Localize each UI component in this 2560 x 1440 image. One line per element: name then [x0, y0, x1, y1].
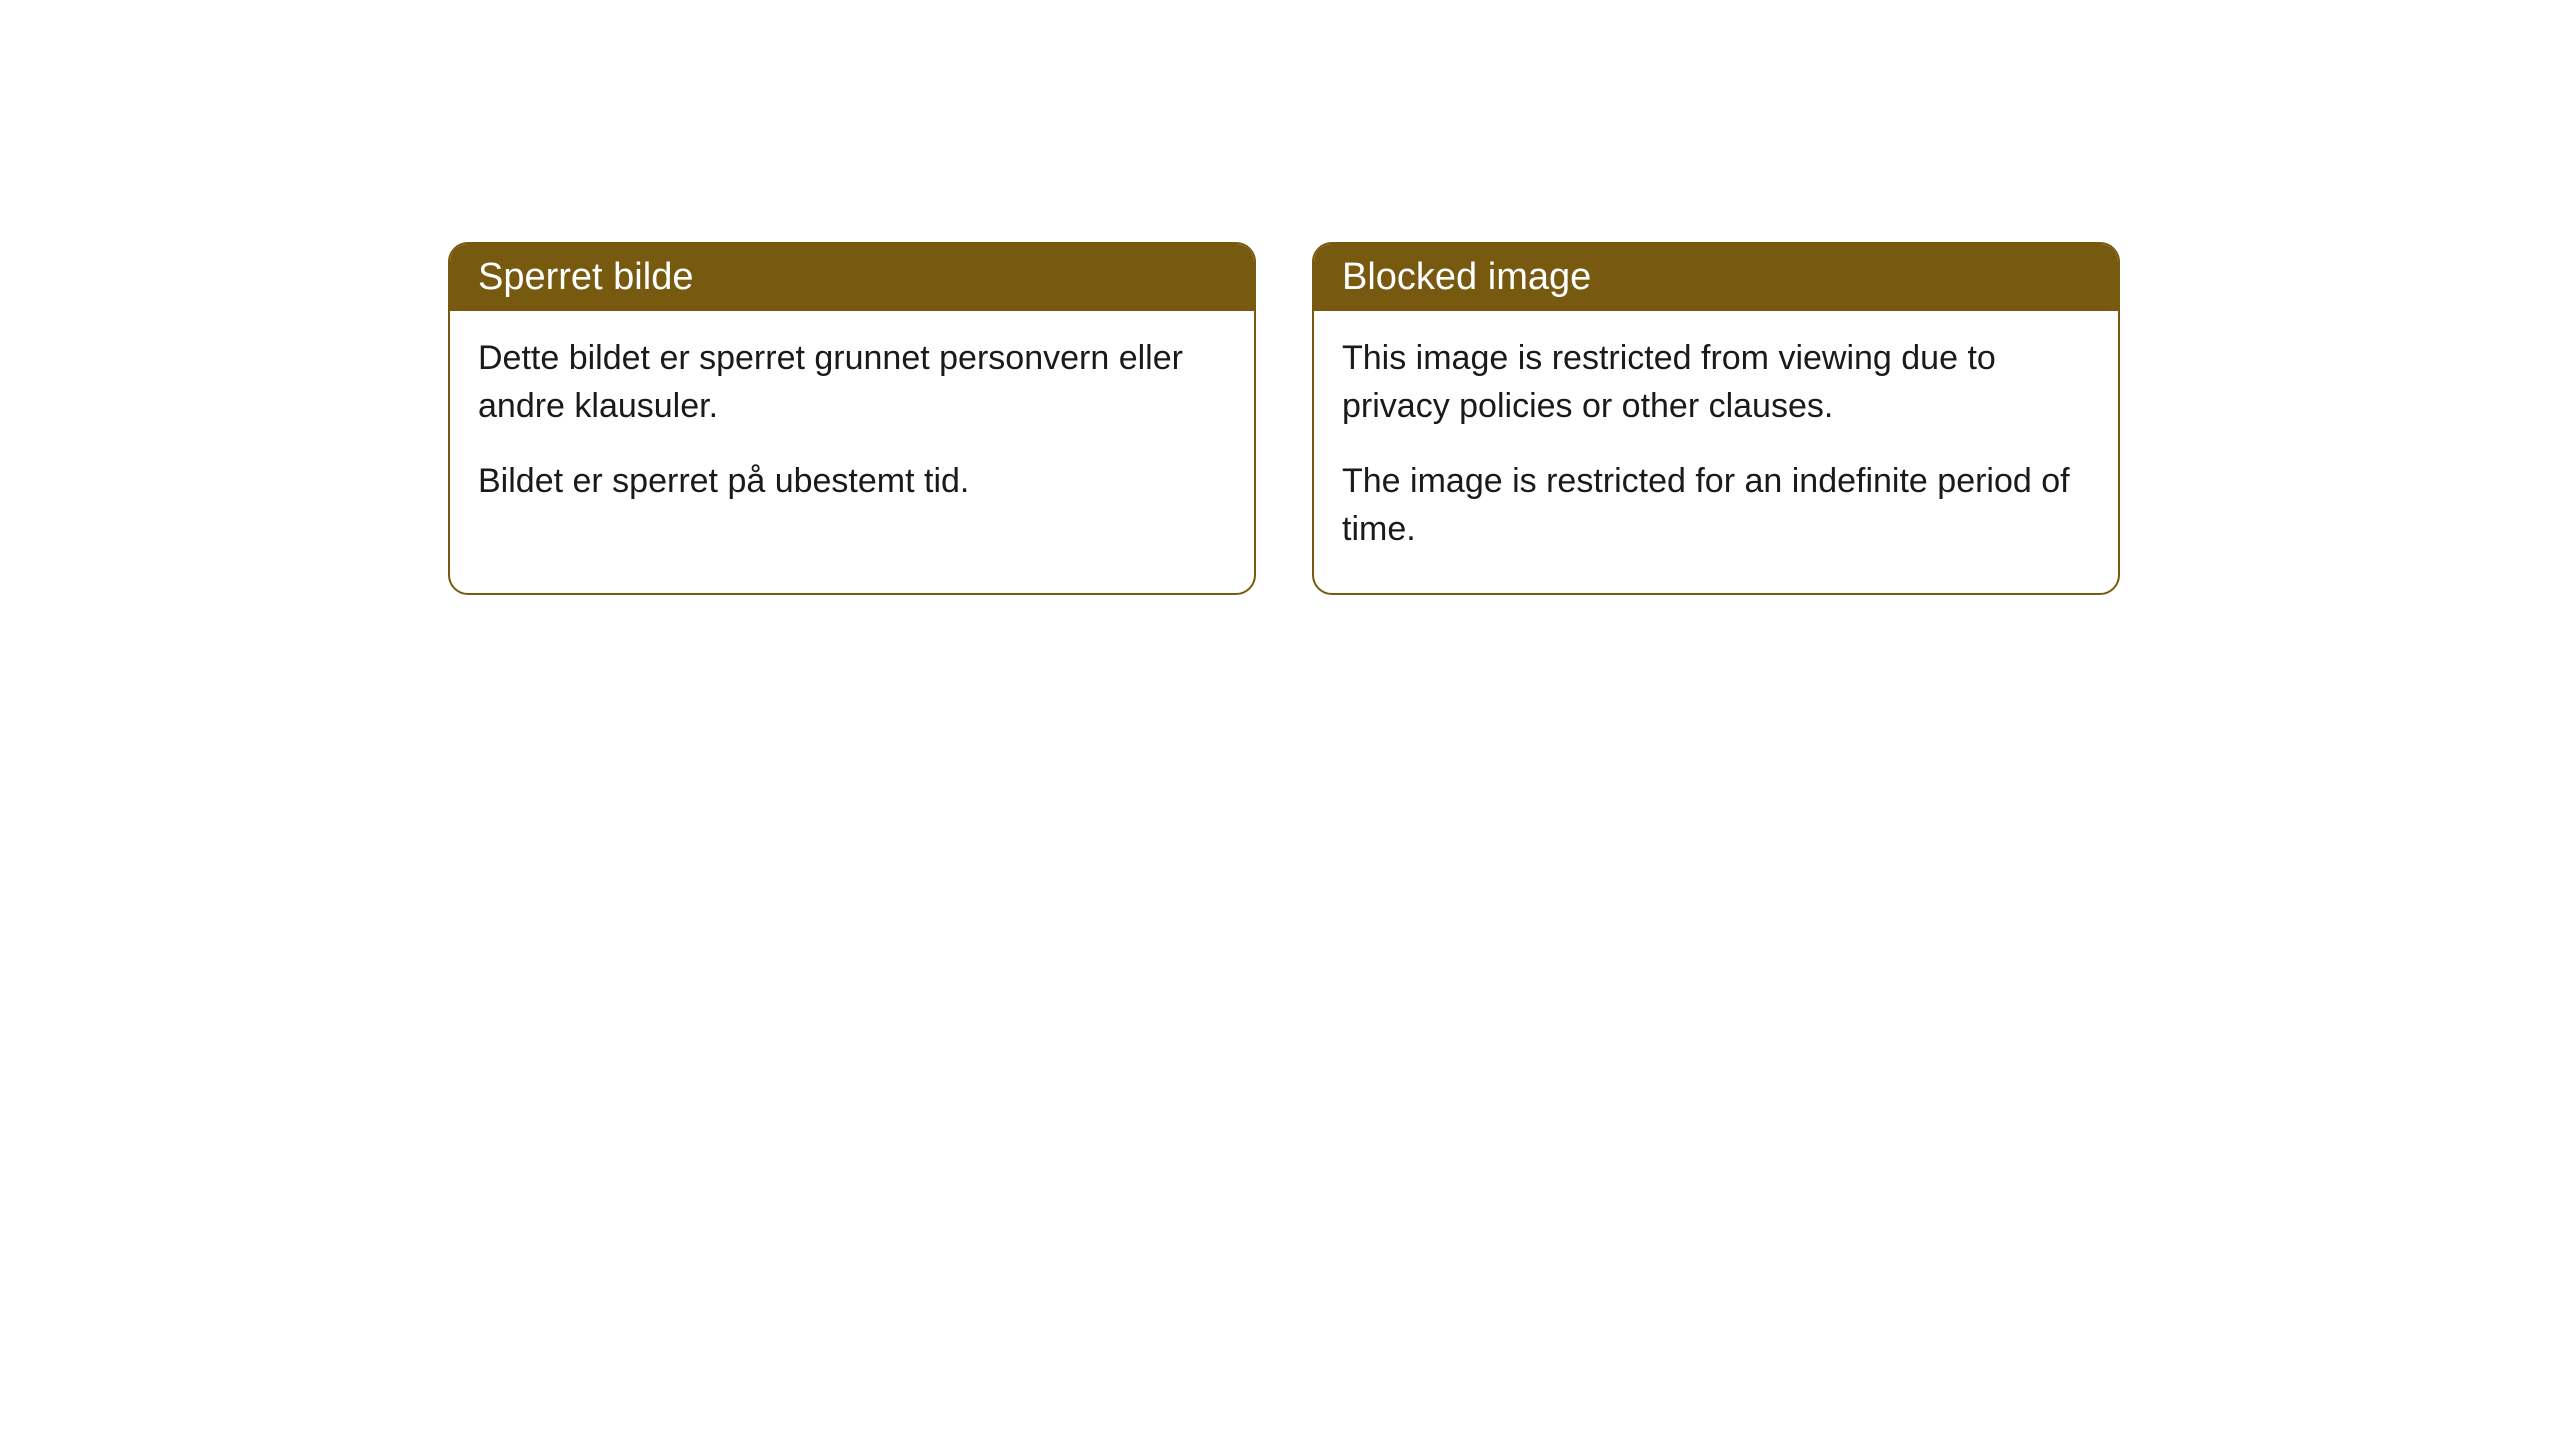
- blocked-image-card-norwegian: Sperret bilde Dette bildet er sperret gr…: [448, 242, 1256, 595]
- card-paragraph-1: This image is restricted from viewing du…: [1342, 335, 2090, 430]
- card-paragraph-2: Bildet er sperret på ubestemt tid.: [478, 458, 1226, 506]
- card-body-english: This image is restricted from viewing du…: [1314, 311, 2118, 593]
- card-paragraph-1: Dette bildet er sperret grunnet personve…: [478, 335, 1226, 430]
- blocked-image-card-english: Blocked image This image is restricted f…: [1312, 242, 2120, 595]
- card-header-english: Blocked image: [1314, 244, 2118, 311]
- notice-cards-container: Sperret bilde Dette bildet er sperret gr…: [448, 242, 2560, 595]
- card-paragraph-2: The image is restricted for an indefinit…: [1342, 458, 2090, 553]
- card-header-norwegian: Sperret bilde: [450, 244, 1254, 311]
- card-body-norwegian: Dette bildet er sperret grunnet personve…: [450, 311, 1254, 546]
